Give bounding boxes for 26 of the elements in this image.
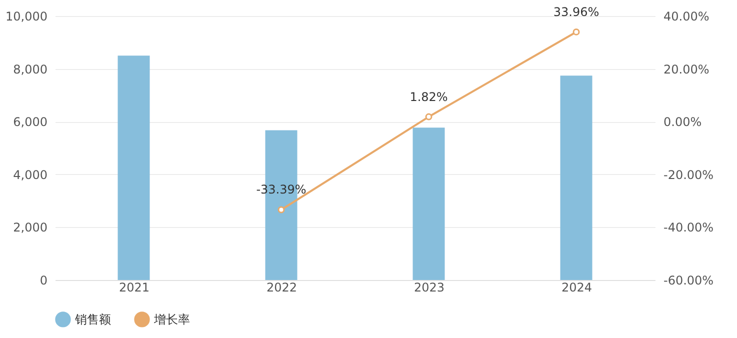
y-tick-label: 4,000 <box>13 168 48 182</box>
point <box>278 206 285 214</box>
x-tick-label: 2022 <box>266 280 298 294</box>
data-label: 33.96% <box>553 4 600 19</box>
legend-label: 销售额 <box>74 312 111 326</box>
bar <box>412 128 445 280</box>
y-tick-label: 10,000 <box>6 10 48 24</box>
bar <box>118 56 150 280</box>
point <box>572 28 580 36</box>
x-tick-label: 2021 <box>118 280 150 294</box>
point <box>425 113 432 120</box>
x-tick-label: 2024 <box>561 280 592 294</box>
y2-tick-label: 20.00% <box>664 62 710 76</box>
bar <box>560 76 592 280</box>
x-tick-label: 2023 <box>414 280 445 294</box>
y-tick-label: 2,000 <box>13 220 48 235</box>
y-tick-label: 0 <box>40 274 48 288</box>
y-tick-label: 8,000 <box>13 62 48 76</box>
legend-label: 增长率 <box>153 312 190 326</box>
y2-tick-label: -40.00% <box>664 220 714 235</box>
y-tick-label: 6,000 <box>13 115 48 130</box>
y2-tick-label: -60.00% <box>664 274 714 288</box>
y2-tick-label: 40.00% <box>664 10 710 24</box>
y2-tick-label: -20.00% <box>664 168 714 182</box>
data-label: 1.82% <box>410 90 448 104</box>
y2-tick-label: 0.00% <box>664 115 702 130</box>
